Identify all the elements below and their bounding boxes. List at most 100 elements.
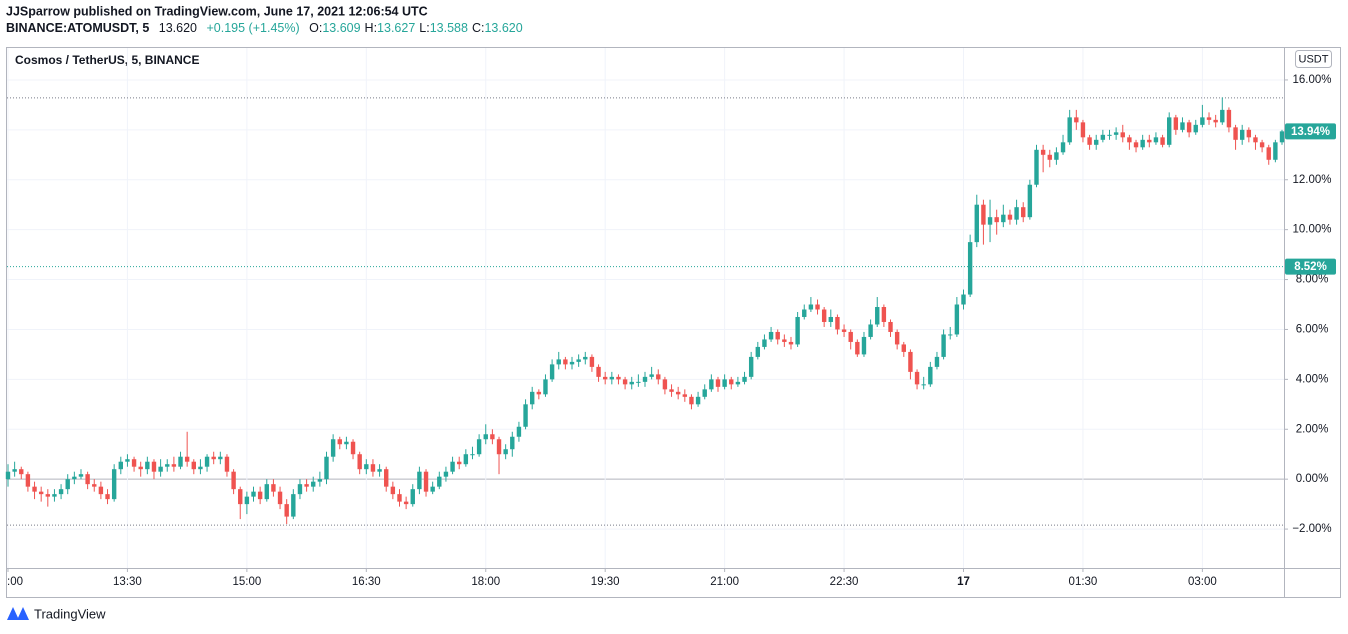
candle-body — [715, 379, 721, 387]
candle-body — [948, 334, 953, 336]
ohlc-value: 13.627 — [377, 21, 415, 35]
candle-body — [775, 331, 780, 340]
currency-button[interactable] — [1295, 50, 1332, 68]
published-line: JJSparrow published on TradingView.com, … — [6, 4, 428, 18]
x-tick-label: 17 — [957, 576, 970, 588]
candle-body — [304, 484, 309, 487]
candle-body — [32, 486, 37, 492]
chart-frame — [6, 47, 1341, 598]
candle-body — [145, 461, 150, 470]
candle-body — [463, 454, 469, 465]
price-line-label: 8.52% — [1294, 261, 1327, 273]
chart-title: Cosmos / TetherUS, 5, BINANCE — [15, 53, 199, 67]
brand-icon — [7, 607, 29, 620]
x-tick-label: 21:00 — [710, 576, 739, 588]
candle-body — [1273, 142, 1278, 160]
candle-body — [1067, 117, 1072, 143]
candle-body — [410, 489, 415, 505]
candle-body — [25, 474, 31, 487]
candle-body — [390, 486, 396, 495]
candle-body — [65, 479, 70, 490]
candle-body — [1173, 117, 1179, 130]
candle-body — [297, 484, 303, 495]
symbol-line: BINANCE:ATOMUSDT, 5 13.620 +0.195 (+1.45… — [6, 21, 523, 35]
candle-body — [118, 461, 123, 470]
candle-body — [311, 481, 316, 487]
candle-body — [377, 469, 382, 472]
candle-body — [1233, 127, 1238, 140]
candle-body — [423, 471, 429, 492]
candle-body — [523, 404, 528, 427]
candle-body — [1034, 149, 1039, 185]
last-price: 13.620 — [159, 21, 197, 35]
candle-body — [596, 366, 601, 377]
candle-body — [1127, 137, 1132, 143]
candle-body — [417, 471, 422, 490]
candle-body — [815, 304, 820, 310]
candle-body — [821, 309, 827, 322]
candle-body — [131, 459, 137, 467]
candle-body — [881, 307, 887, 322]
ohlc-key: O: — [309, 21, 322, 35]
candle-body — [609, 376, 615, 380]
candle-body — [277, 491, 283, 505]
candle-body — [709, 379, 714, 390]
candle-body — [748, 356, 754, 377]
candle-body — [622, 379, 628, 385]
candle-body — [1213, 119, 1218, 123]
y-tick-label: −2.00% — [1292, 523, 1331, 535]
candle-body — [1094, 139, 1099, 145]
candle-body — [496, 439, 502, 455]
y-tick-label: 8.00% — [1296, 274, 1329, 286]
x-tick-label: 15:00 — [232, 576, 261, 588]
candle-body — [981, 204, 986, 225]
candle-body — [1279, 131, 1285, 143]
candle-body — [941, 334, 946, 357]
candle-body — [111, 469, 117, 500]
candle-body — [987, 217, 993, 225]
candle-body — [762, 339, 767, 347]
candle-body — [768, 331, 774, 340]
y-tick-label: 4.00% — [1296, 373, 1329, 385]
candle-body — [675, 391, 681, 395]
candle-body — [629, 381, 634, 385]
candle-body — [1133, 142, 1139, 148]
candle-body — [602, 376, 608, 380]
candle-body — [689, 396, 694, 405]
candle-body — [397, 494, 402, 502]
candle-body — [85, 474, 90, 485]
candle-body — [184, 456, 190, 462]
candle-body — [457, 461, 462, 465]
candle-body — [1080, 122, 1086, 138]
candle-body — [669, 389, 674, 392]
candle-body — [1167, 117, 1172, 145]
candle-body — [1193, 124, 1198, 133]
candle-body — [1239, 129, 1245, 140]
candle-body — [848, 331, 853, 342]
x-tick-label: 18:00 — [471, 576, 500, 588]
candle-body — [1120, 132, 1125, 138]
candle-body — [928, 366, 933, 385]
candle-body — [357, 454, 362, 470]
candle-body — [138, 466, 143, 470]
candle-body — [549, 364, 555, 380]
candle-body — [257, 491, 263, 500]
candle-body — [1186, 122, 1192, 133]
candle-body — [38, 491, 44, 495]
candle-body — [271, 484, 276, 492]
candle-body — [583, 356, 588, 360]
candle-body — [695, 396, 701, 405]
y-tick-label: 16.00% — [1292, 74, 1331, 86]
candle-body — [861, 336, 867, 355]
candle-body — [384, 469, 389, 487]
candle-body — [45, 494, 51, 497]
candle-body — [450, 461, 455, 472]
candle-body — [105, 494, 110, 500]
x-tick-label: 01:30 — [1069, 576, 1098, 588]
candle-body — [994, 217, 999, 223]
candle-body — [616, 376, 621, 380]
candle-body — [158, 466, 163, 472]
candle-body — [231, 471, 236, 490]
